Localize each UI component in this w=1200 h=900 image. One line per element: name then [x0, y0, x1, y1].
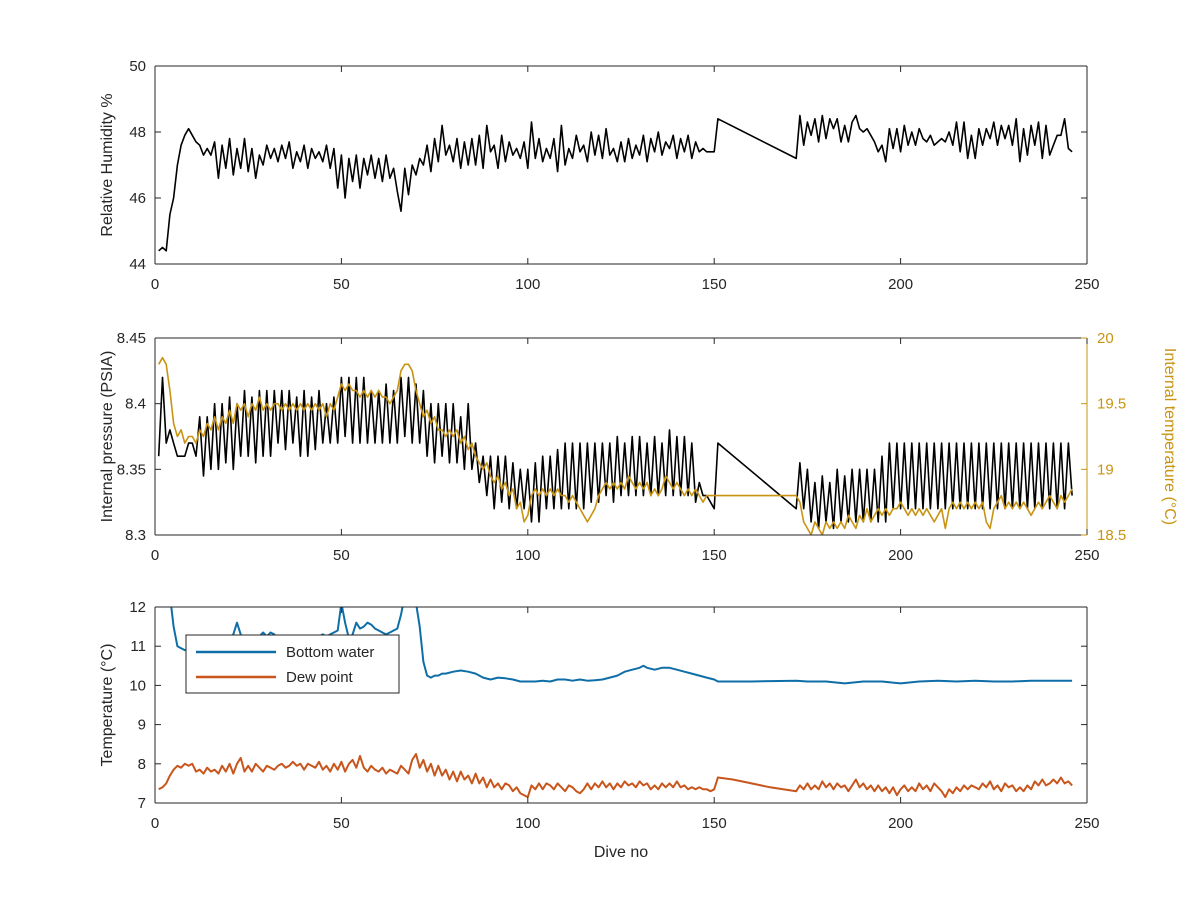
y-tick-label: 8.35: [117, 461, 146, 478]
y-tick-label-right: 19.5: [1097, 396, 1126, 413]
series-line-main: [158, 114, 1073, 252]
x-tick-label: 200: [888, 547, 913, 564]
y-tick-label: 8.4: [125, 396, 146, 413]
x-tick-label: 50: [333, 276, 350, 293]
y-tick-label: 8.45: [117, 330, 146, 347]
legend-label: Dew point: [286, 669, 354, 686]
series-line-main: [157, 376, 1073, 530]
y-axis-label: Internal pressure (PSIA): [99, 351, 116, 523]
y-tick-label: 48: [129, 124, 146, 141]
x-axis-label: Dive no: [594, 844, 648, 861]
x-tick-label: 0: [151, 815, 159, 832]
x-tick-label: 50: [333, 547, 350, 564]
y-tick-label: 46: [129, 190, 146, 207]
y-axis-label: Temperature (°C): [99, 644, 116, 767]
y-tick-label: 11: [130, 638, 146, 655]
series-line-right-axis: [158, 356, 1073, 535]
x-tick-label: 100: [515, 815, 540, 832]
subplot-humidity: 0 50 100 150 200 250 44 46 48 50 Relative Humidity…: [99, 58, 1100, 293]
y-tick-label: 10: [129, 677, 146, 694]
y-tick-label: 44: [129, 256, 146, 273]
y-axis-label: Relative Humidity %: [99, 93, 116, 236]
x-tick-label: 100: [515, 276, 540, 293]
x-tick-label: 250: [1074, 276, 1099, 293]
subplot-pressure-temperature: 0 50 100 150 200 250 8.3 8.35 8.4 8.45 18.5 19 19.5 2…: [99, 330, 1178, 564]
x-tick-label: 250: [1074, 815, 1099, 832]
legend-box: [185, 634, 400, 694]
series-line-dew-point: [158, 753, 1073, 799]
y-tick-label: 8: [138, 756, 146, 773]
x-tick-label: 200: [888, 276, 913, 293]
subplot-temperature: 0 50 100 150 200 250 7 8 9 10 11 12 Temperature (°C)…: [99, 599, 1100, 861]
y-tick-label: 7: [138, 795, 146, 812]
x-tick-label: 200: [888, 815, 913, 832]
y-tick-label-right: 19: [1097, 461, 1114, 478]
y-tick-label-right: 20: [1097, 330, 1114, 347]
y-tick-label: 12: [129, 599, 146, 616]
x-tick-label: 50: [333, 815, 350, 832]
x-tick-label: 150: [702, 276, 727, 293]
x-tick-label: 0: [151, 276, 159, 293]
x-tick-label: 0: [151, 547, 159, 564]
legend: Bottom water Dew point: [185, 634, 400, 694]
y-axis-label-right: Internal temperature (°C): [1161, 348, 1178, 525]
x-tick-label: 100: [515, 547, 540, 564]
x-tick-label: 250: [1074, 547, 1099, 564]
y-tick-label: 50: [129, 58, 146, 75]
y-tick-label: 8.3: [125, 527, 146, 544]
x-tick-label: 150: [702, 547, 727, 564]
y-tick-label-right: 18.5: [1097, 527, 1126, 544]
legend-label: Bottom water: [286, 644, 374, 661]
x-tick-label: 150: [702, 815, 727, 832]
y-tick-label: 9: [138, 717, 146, 734]
